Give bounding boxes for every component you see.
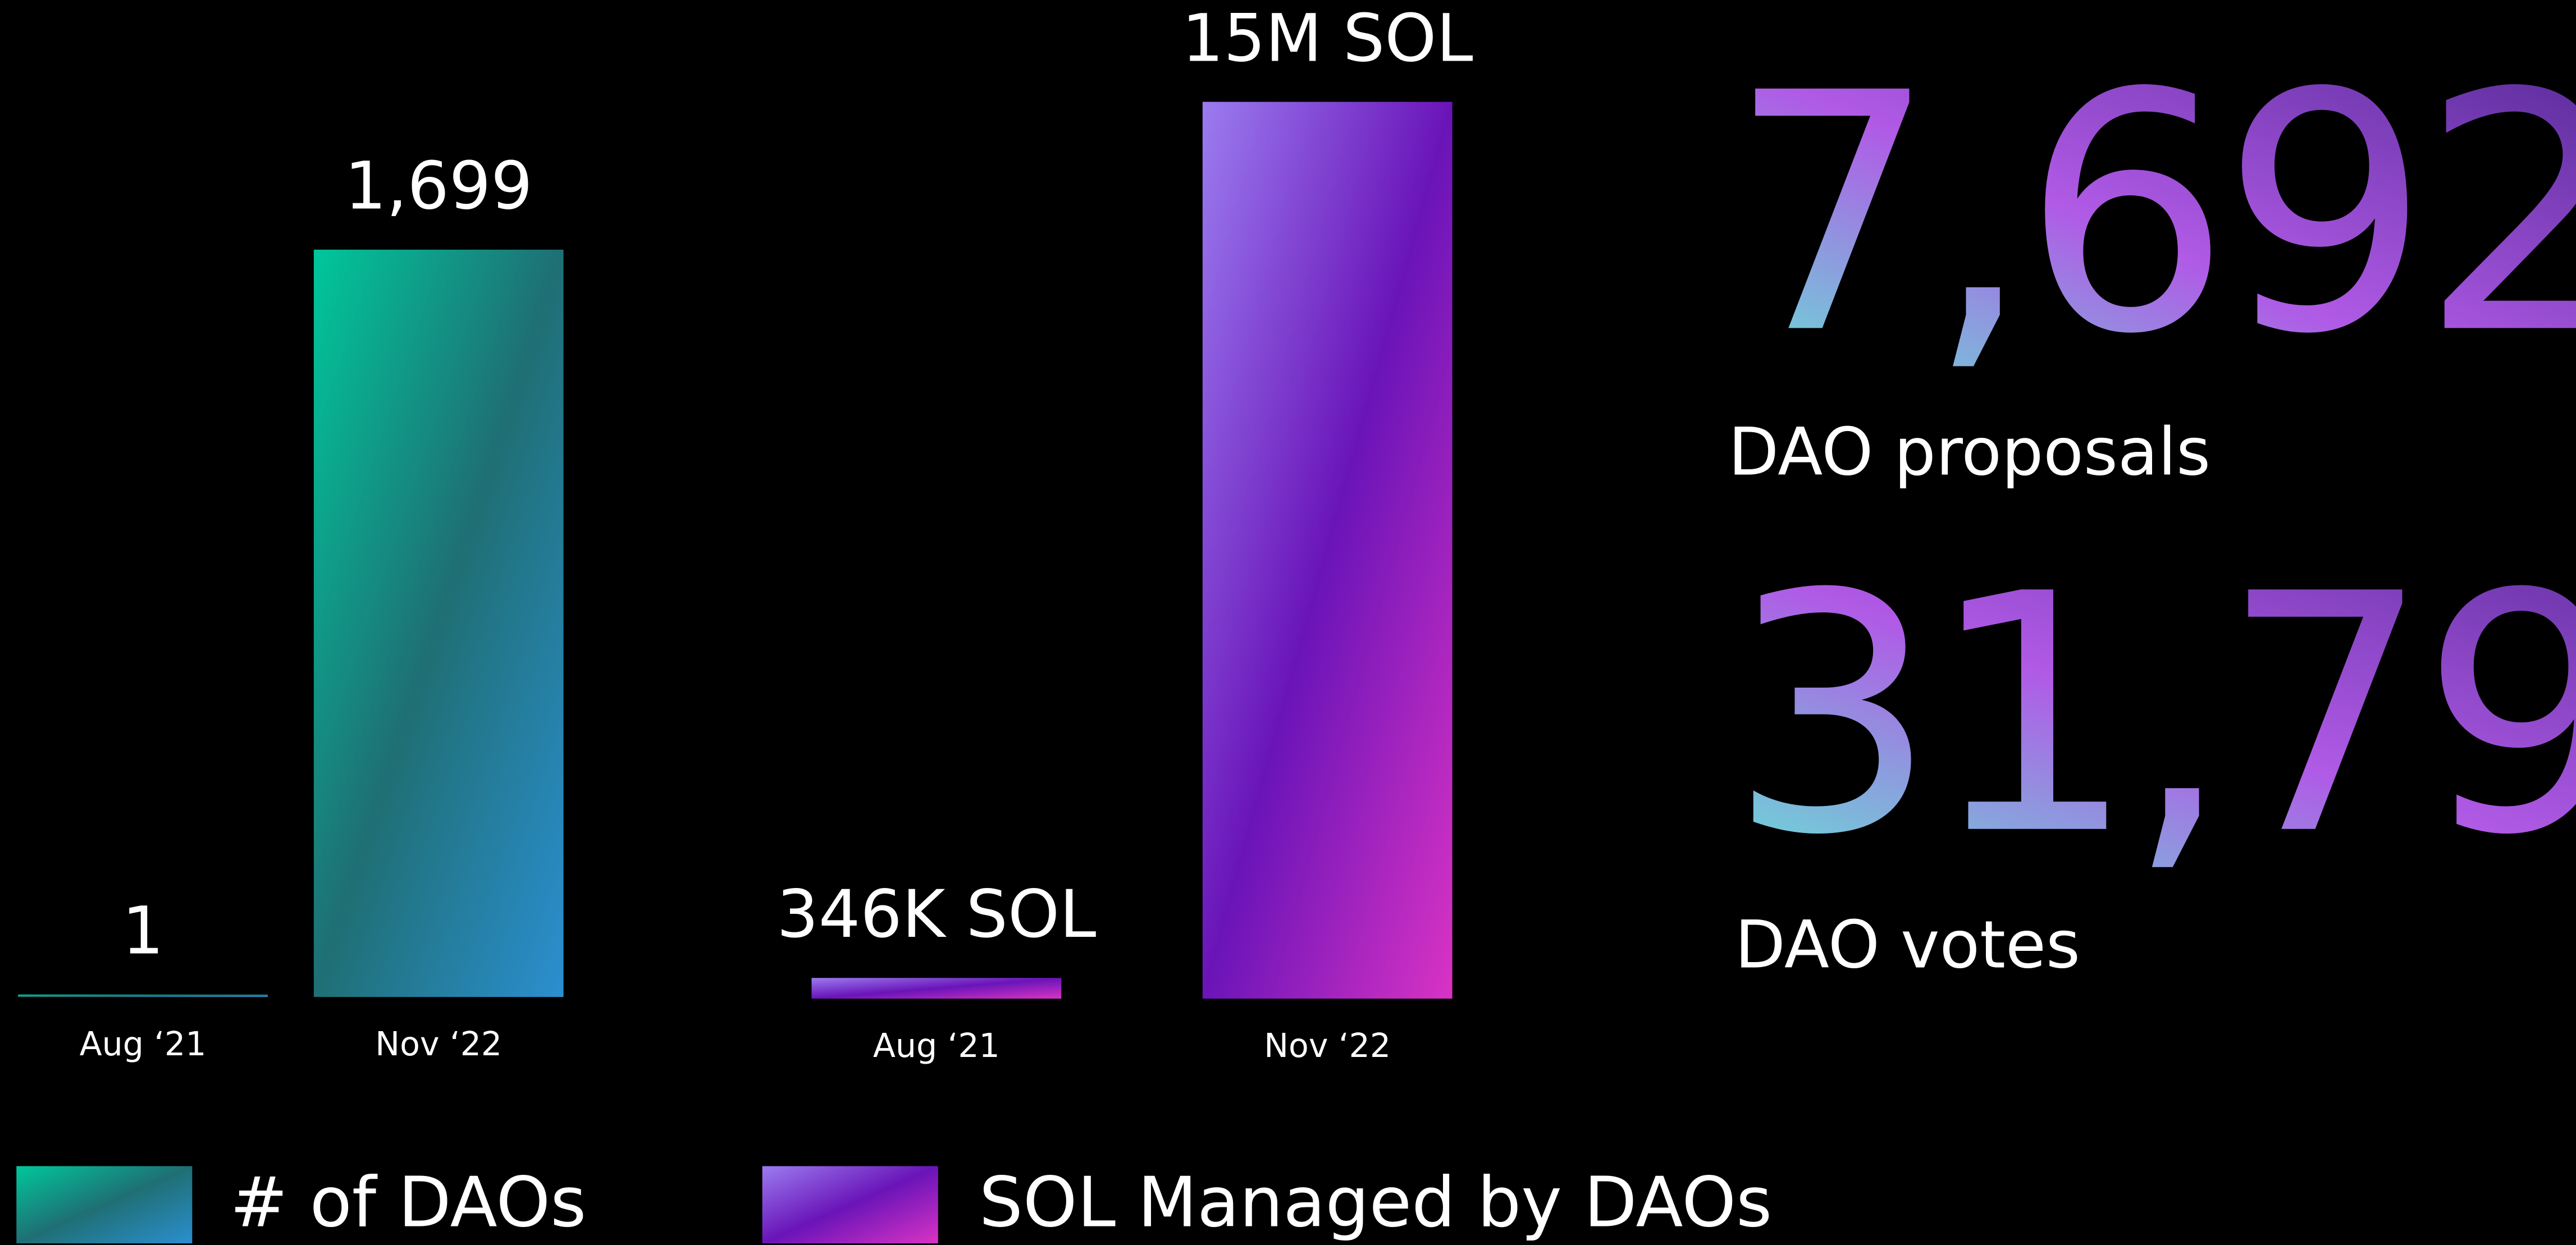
- data-label: 15M SOL: [1182, 0, 1473, 76]
- stat-value: 31,793: [1728, 525, 2576, 907]
- x-tick-label: Aug ‘21: [80, 1025, 207, 1063]
- bar: [811, 978, 1062, 999]
- x-tick-label: Nov ‘22: [1264, 1027, 1391, 1065]
- bar: [313, 249, 564, 997]
- legend-label: # of DAOs: [230, 1162, 587, 1242]
- data-label: 1,699: [345, 148, 533, 225]
- bar: [1202, 102, 1453, 999]
- stat-value: 7,692: [1728, 24, 2576, 406]
- x-tick-label: Nov ‘22: [375, 1025, 502, 1063]
- legend-label: SOL Managed by DAOs: [979, 1162, 1772, 1242]
- data-label: 1: [122, 892, 163, 969]
- legend-swatch: [16, 1166, 193, 1244]
- data-label: 346K SOL: [777, 876, 1096, 953]
- bar: [18, 994, 268, 997]
- x-tick-label: Aug ‘21: [873, 1027, 1000, 1065]
- stat-label: DAO proposals: [1728, 414, 2210, 491]
- stat-label: DAO votes: [1735, 906, 2080, 983]
- legend-swatch: [762, 1166, 938, 1244]
